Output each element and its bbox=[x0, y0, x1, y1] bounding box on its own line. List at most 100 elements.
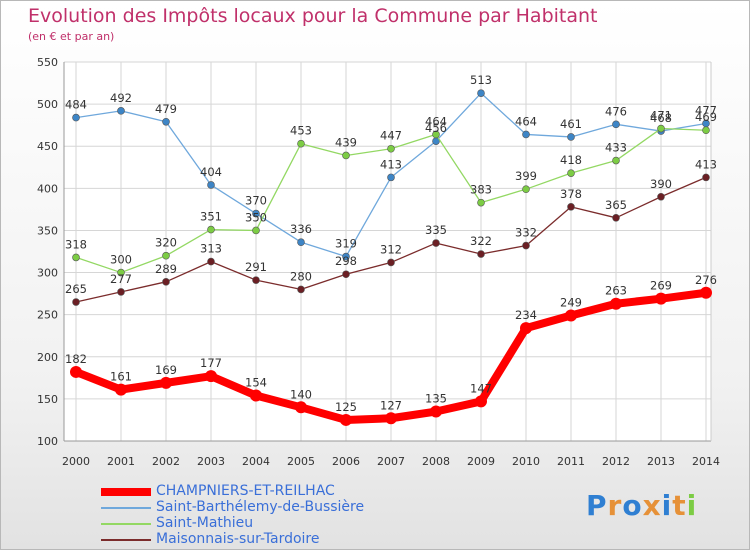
brand-letter: P bbox=[586, 489, 608, 522]
x-tick-label: 2005 bbox=[287, 455, 315, 468]
brand-letter: x bbox=[642, 489, 662, 522]
data-point bbox=[297, 139, 305, 148]
data-label: 161 bbox=[110, 370, 132, 384]
data-label: 332 bbox=[515, 226, 537, 240]
data-label: 312 bbox=[380, 242, 402, 256]
data-label: 280 bbox=[290, 269, 312, 283]
data-point bbox=[342, 151, 350, 160]
data-label: 404 bbox=[200, 165, 222, 179]
data-point bbox=[567, 169, 575, 177]
x-tick-label: 2007 bbox=[377, 455, 405, 468]
y-tick-label: 100 bbox=[37, 435, 58, 448]
data-point bbox=[162, 251, 170, 260]
y-tick-label: 250 bbox=[37, 309, 58, 322]
data-label: 513 bbox=[470, 73, 492, 87]
data-point bbox=[477, 89, 485, 97]
legend-label: CHAMPNIERS-ET-REILHAC bbox=[156, 483, 335, 499]
data-point bbox=[385, 412, 397, 425]
data-point bbox=[387, 144, 395, 153]
data-point bbox=[565, 309, 577, 322]
data-point bbox=[522, 130, 530, 139]
data-label: 399 bbox=[515, 169, 537, 183]
data-label: 456 bbox=[425, 121, 447, 135]
y-tick-label: 150 bbox=[37, 393, 58, 406]
data-label: 313 bbox=[200, 242, 222, 256]
data-label: 453 bbox=[290, 124, 312, 138]
data-point bbox=[567, 203, 575, 211]
data-point bbox=[117, 268, 125, 277]
data-label: 319 bbox=[335, 237, 357, 251]
data-point bbox=[162, 117, 170, 126]
brand-letter: r bbox=[607, 489, 623, 522]
x-tick-label: 2013 bbox=[647, 455, 675, 468]
data-point bbox=[387, 258, 395, 267]
data-label: 234 bbox=[515, 308, 537, 322]
legend-swatch bbox=[101, 488, 151, 496]
data-point bbox=[295, 401, 307, 414]
data-label: 413 bbox=[695, 157, 717, 171]
data-point bbox=[297, 238, 305, 247]
x-tick-label: 2009 bbox=[467, 455, 495, 468]
data-point bbox=[700, 286, 712, 299]
brand-letter: i bbox=[661, 489, 673, 522]
data-label: 464 bbox=[425, 114, 447, 128]
brand-letter: o bbox=[622, 489, 643, 522]
data-label: 300 bbox=[110, 253, 132, 267]
y-tick-label: 450 bbox=[37, 140, 58, 153]
data-point bbox=[612, 214, 620, 222]
y-tick-label: 200 bbox=[37, 351, 58, 364]
data-label: 127 bbox=[380, 398, 402, 412]
x-tick-label: 2002 bbox=[152, 455, 180, 468]
data-label: 336 bbox=[290, 222, 312, 236]
data-label: 370 bbox=[245, 194, 267, 208]
data-label: 464 bbox=[515, 114, 537, 128]
data-label: 418 bbox=[560, 153, 582, 167]
data-label: 390 bbox=[650, 177, 672, 191]
data-label: 479 bbox=[155, 102, 177, 116]
data-label: 135 bbox=[425, 392, 447, 406]
data-label: 365 bbox=[605, 198, 627, 212]
legend-swatch bbox=[101, 507, 151, 509]
legend-swatch bbox=[101, 539, 151, 541]
data-label: 140 bbox=[290, 387, 312, 401]
data-label: 169 bbox=[155, 363, 177, 377]
plot-area bbox=[64, 62, 711, 441]
data-label: 335 bbox=[425, 223, 447, 237]
data-point bbox=[162, 278, 170, 286]
data-point bbox=[657, 124, 665, 133]
data-label: 378 bbox=[560, 187, 582, 201]
data-label: 154 bbox=[245, 376, 267, 390]
data-point bbox=[342, 252, 350, 261]
data-point bbox=[117, 288, 125, 296]
data-label: 469 bbox=[695, 110, 717, 124]
data-label: 263 bbox=[605, 284, 627, 298]
data-label: 350 bbox=[245, 210, 267, 224]
x-tick-label: 2014 bbox=[692, 455, 720, 468]
x-tick-label: 2000 bbox=[62, 455, 90, 468]
x-tick-label: 2008 bbox=[422, 455, 450, 468]
data-label: 269 bbox=[650, 279, 672, 293]
data-label: 320 bbox=[155, 236, 177, 250]
x-tick-label: 2006 bbox=[332, 455, 360, 468]
data-label: 276 bbox=[695, 273, 717, 287]
data-point bbox=[72, 253, 80, 262]
legend-label: Saint-Mathieu bbox=[156, 515, 254, 531]
data-point bbox=[702, 126, 710, 135]
brand-letter: t bbox=[672, 489, 687, 522]
data-point bbox=[477, 198, 485, 207]
data-label: 125 bbox=[335, 400, 357, 414]
data-point bbox=[522, 185, 530, 193]
y-tick-label: 350 bbox=[37, 224, 58, 237]
data-point bbox=[117, 107, 125, 115]
x-tick-label: 2004 bbox=[242, 455, 270, 468]
data-point bbox=[432, 239, 440, 247]
data-label: 439 bbox=[335, 135, 357, 149]
data-point bbox=[205, 370, 217, 383]
data-point bbox=[252, 276, 260, 284]
data-point bbox=[567, 133, 575, 141]
data-label: 277 bbox=[110, 272, 132, 286]
data-point bbox=[522, 241, 530, 250]
data-point bbox=[160, 376, 172, 389]
data-label: 461 bbox=[560, 117, 582, 131]
